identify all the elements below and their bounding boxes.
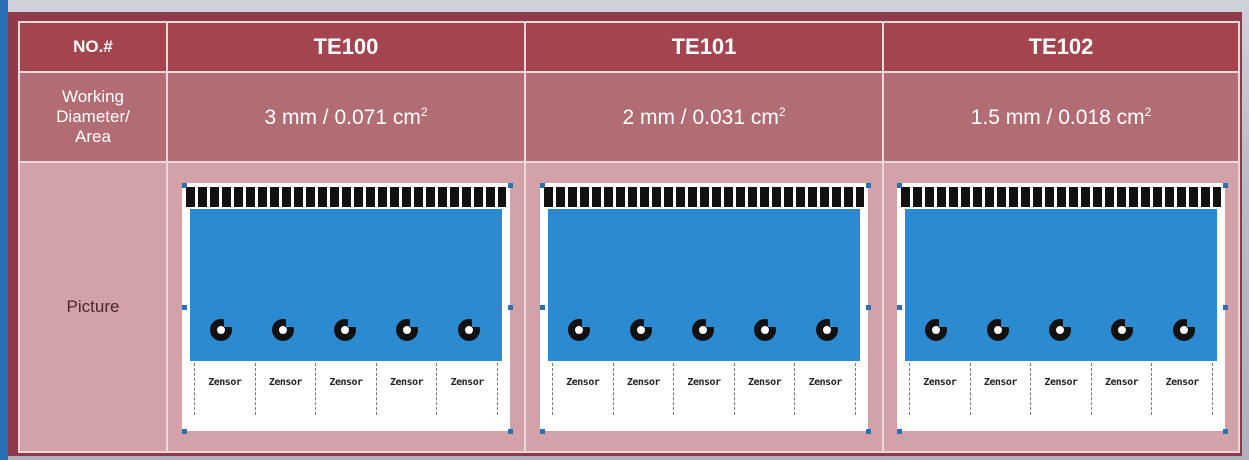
selection-handle [866,305,871,310]
header-no: NO.# [18,21,168,73]
header-model-te102: TE102 [882,21,1240,73]
electrode-icon [568,318,591,341]
electrode-icon [210,318,233,341]
sensor-label-row: Zensor Zensor Zensor Zensor Zensor [909,363,1213,415]
sensor-label: Zensor [552,363,614,415]
spec-table-frame: NO.# TE100 TE101 TE102 Working Diameter/… [8,12,1242,456]
electrode-icon [1173,318,1196,341]
sensor-label: Zensor [674,363,735,415]
working-area-label-line: Diameter/ [56,107,130,126]
connector-pins [901,187,1221,207]
working-area-te101: 2 mm / 0.031 cm2 [524,71,884,163]
picture-te102: Zensor Zensor Zensor Zensor Zensor [882,161,1240,453]
working-area-label-line: Working [61,87,125,106]
area-unit-exponent: 2 [1144,104,1152,119]
working-area-label: Working Diameter/ Area [18,71,168,163]
sensor-chip-image: Zensor Zensor Zensor Zensor Zensor [897,183,1228,434]
sensor-label: Zensor [377,363,438,415]
selection-handle [1223,305,1228,310]
working-area-te102: 1.5 mm / 0.018 cm2 [882,71,1240,163]
area-value: 3 mm / 0.071 cm [264,105,421,129]
electrode-icon [1111,318,1134,341]
electrode-icon [396,318,419,341]
electrode-icon [692,318,715,341]
selection-handle [508,183,513,188]
selection-handle [866,429,871,434]
picture-te101: Zensor Zensor Zensor Zensor Zensor [524,161,884,453]
electrode-icon [630,318,653,341]
electrode-icon [754,318,777,341]
selection-handle [1223,429,1228,434]
sensor-label: Zensor [735,363,796,415]
selection-handle [540,183,545,188]
selection-handle [540,305,545,310]
area-unit-exponent: 2 [778,104,786,119]
sensor-label: Zensor [795,363,856,415]
sensor-label: Zensor [256,363,317,415]
connector-pins [186,187,506,207]
selection-handle [182,429,187,434]
sensor-label-row: Zensor Zensor Zensor Zensor Zensor [552,363,856,415]
sensor-label: Zensor [194,363,256,415]
picture-row: Picture Zensor Zensor Zensor Zensor Zensor Z… [18,161,1240,453]
sensor-label: Zensor [971,363,1032,415]
background-stripe [0,0,8,460]
electrode-icon [925,318,948,341]
connector-pins [544,187,864,207]
selection-handle [182,305,187,310]
electrode-icon [1049,318,1072,341]
sensor-label-row: Zensor Zensor Zensor Zensor Zensor [194,363,498,415]
selection-handle [508,305,513,310]
selection-handle [182,183,187,188]
working-area-label-line: Area [75,127,111,146]
sensor-label: Zensor [614,363,675,415]
header-model-te101: TE101 [524,21,884,73]
selection-handle [897,183,902,188]
electrode-icon [458,318,481,341]
selection-handle [508,429,513,434]
area-value: 1.5 mm / 0.018 cm [970,105,1145,129]
sensor-chip-image: Zensor Zensor Zensor Zensor Zensor [540,183,871,434]
selection-handle [897,429,902,434]
sensor-chip-image: Zensor Zensor Zensor Zensor Zensor [182,183,513,434]
sensor-label: Zensor [1092,363,1153,415]
sensor-label: Zensor [1152,363,1213,415]
selection-handle [1223,183,1228,188]
header-row: NO.# TE100 TE101 TE102 [18,21,1240,73]
picture-te100: Zensor Zensor Zensor Zensor Zensor [166,161,526,453]
sensor-label: Zensor [909,363,971,415]
header-model-te100: TE100 [166,21,526,73]
electrode-icon [816,318,839,341]
area-value: 2 mm / 0.031 cm [622,105,779,129]
electrode-icon [272,318,295,341]
selection-handle [540,429,545,434]
sensor-label: Zensor [437,363,498,415]
electrode-icon [334,318,357,341]
selection-handle [897,305,902,310]
area-unit-exponent: 2 [420,104,428,119]
sensor-label: Zensor [1031,363,1092,415]
sensor-label: Zensor [316,363,377,415]
picture-label: Picture [18,161,168,453]
spec-table: NO.# TE100 TE101 TE102 Working Diameter/… [18,21,1240,453]
selection-handle [866,183,871,188]
working-area-te100: 3 mm / 0.071 cm2 [166,71,526,163]
working-area-row: Working Diameter/ Area 3 mm / 0.071 cm 2 … [18,71,1240,163]
electrode-icon [987,318,1010,341]
